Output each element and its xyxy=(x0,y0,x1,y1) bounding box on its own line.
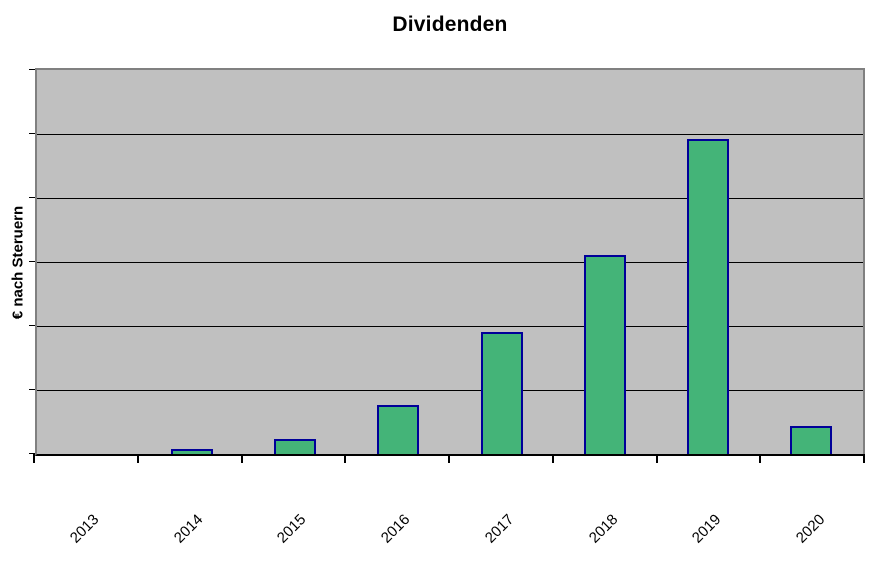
plot-area xyxy=(35,68,865,456)
x-axis-tick xyxy=(137,454,139,463)
bar-2015 xyxy=(274,439,316,454)
x-axis-label-2018: 2018 xyxy=(585,511,622,547)
y-axis-tick xyxy=(29,69,35,70)
x-axis-tick xyxy=(759,454,761,463)
x-axis-label-2014: 2014 xyxy=(170,511,207,547)
gridline xyxy=(37,134,863,135)
x-axis-label-2015: 2015 xyxy=(273,511,310,547)
gridline xyxy=(37,326,863,327)
bar-2014 xyxy=(171,449,213,454)
gridline xyxy=(37,198,863,199)
y-axis-tick xyxy=(29,197,35,198)
y-axis-tick xyxy=(29,261,35,262)
x-axis-tick xyxy=(241,454,243,463)
y-axis-tick xyxy=(29,389,35,390)
chart-title: Dividenden xyxy=(392,13,508,36)
gridline xyxy=(37,390,863,391)
x-axis-label-2017: 2017 xyxy=(481,511,518,547)
y-axis-tick xyxy=(29,325,35,326)
x-axis-label-2019: 2019 xyxy=(688,511,725,547)
x-axis-tick xyxy=(33,454,35,463)
y-axis-tick xyxy=(29,453,35,454)
bar-2016 xyxy=(377,405,419,454)
x-axis-tick xyxy=(448,454,450,463)
x-axis-tick xyxy=(656,454,658,463)
y-axis-tick xyxy=(29,133,35,134)
bar-2018 xyxy=(584,255,626,454)
x-axis-label-2020: 2020 xyxy=(792,511,829,547)
x-axis-tick xyxy=(863,454,865,463)
x-axis-tick xyxy=(552,454,554,463)
x-axis-label-2016: 2016 xyxy=(377,511,414,547)
bar-2020 xyxy=(790,426,832,454)
x-axis-label-2013: 2013 xyxy=(66,511,103,547)
gridline xyxy=(37,262,863,263)
x-axis-tick xyxy=(344,454,346,463)
bar-2019 xyxy=(687,139,729,454)
bar-2017 xyxy=(481,332,523,454)
y-axis-title: € nach Steruern xyxy=(9,205,27,320)
